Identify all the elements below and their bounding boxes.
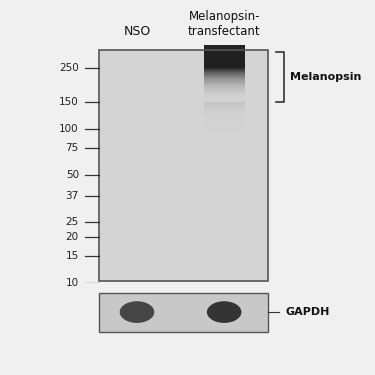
Bar — [204, 73, 245, 74]
Bar — [204, 134, 245, 136]
Bar — [204, 102, 245, 103]
Text: 25: 25 — [66, 217, 79, 227]
Bar — [204, 95, 245, 96]
Bar — [204, 128, 245, 129]
Text: GAPDH: GAPDH — [285, 307, 330, 317]
Bar — [204, 75, 245, 76]
Bar — [204, 81, 245, 82]
Bar — [204, 93, 245, 94]
Bar — [204, 114, 245, 115]
Bar — [204, 96, 245, 98]
Bar — [204, 123, 245, 124]
Bar — [204, 103, 245, 104]
Bar — [204, 117, 245, 119]
Text: 20: 20 — [66, 232, 79, 242]
Text: 250: 250 — [59, 63, 79, 72]
Bar — [204, 104, 245, 105]
Bar — [204, 112, 245, 114]
Text: 15: 15 — [66, 251, 79, 261]
Bar — [204, 87, 245, 88]
Bar — [204, 106, 245, 107]
Text: Melanopsin: Melanopsin — [290, 72, 361, 82]
Text: 50: 50 — [66, 171, 79, 180]
Bar — [204, 101, 245, 102]
Bar — [204, 45, 245, 68]
Bar — [204, 86, 245, 87]
Text: 75: 75 — [66, 143, 79, 153]
Bar — [204, 98, 245, 99]
Bar — [204, 69, 245, 70]
Bar — [204, 115, 245, 116]
Bar — [204, 110, 245, 111]
Bar — [204, 72, 245, 73]
Bar — [204, 116, 245, 117]
Text: 150: 150 — [59, 97, 79, 107]
Bar — [204, 76, 245, 77]
Bar — [204, 109, 245, 110]
Bar — [204, 133, 245, 134]
Bar — [204, 90, 245, 92]
Bar — [204, 78, 245, 79]
Bar — [204, 92, 245, 93]
Bar — [204, 119, 245, 120]
Bar — [204, 107, 245, 109]
Bar — [204, 83, 245, 84]
Bar — [204, 100, 245, 101]
Bar — [204, 126, 245, 128]
Bar — [204, 94, 245, 95]
Text: 100: 100 — [59, 124, 79, 134]
Bar — [99, 50, 268, 281]
Text: Melanopsin-
transfectant: Melanopsin- transfectant — [188, 10, 261, 38]
Bar — [204, 79, 245, 80]
Bar — [204, 84, 245, 85]
Bar — [204, 82, 245, 83]
Bar — [204, 120, 245, 122]
Bar — [204, 68, 245, 69]
Bar — [204, 131, 245, 133]
Bar — [99, 292, 268, 332]
Bar — [204, 74, 245, 75]
Text: 37: 37 — [66, 190, 79, 201]
Bar — [99, 50, 268, 281]
Text: NSO: NSO — [123, 25, 151, 38]
Ellipse shape — [207, 301, 242, 323]
Bar — [204, 124, 245, 126]
Bar — [204, 80, 245, 81]
Bar — [204, 122, 245, 123]
Bar — [204, 85, 245, 86]
Ellipse shape — [120, 301, 154, 323]
Bar — [204, 77, 245, 78]
Bar — [204, 129, 245, 131]
Bar — [204, 88, 245, 90]
Text: 10: 10 — [66, 278, 79, 288]
Bar — [204, 70, 245, 71]
Bar — [204, 111, 245, 112]
Bar — [204, 99, 245, 100]
Bar — [204, 105, 245, 106]
Bar — [204, 71, 245, 72]
